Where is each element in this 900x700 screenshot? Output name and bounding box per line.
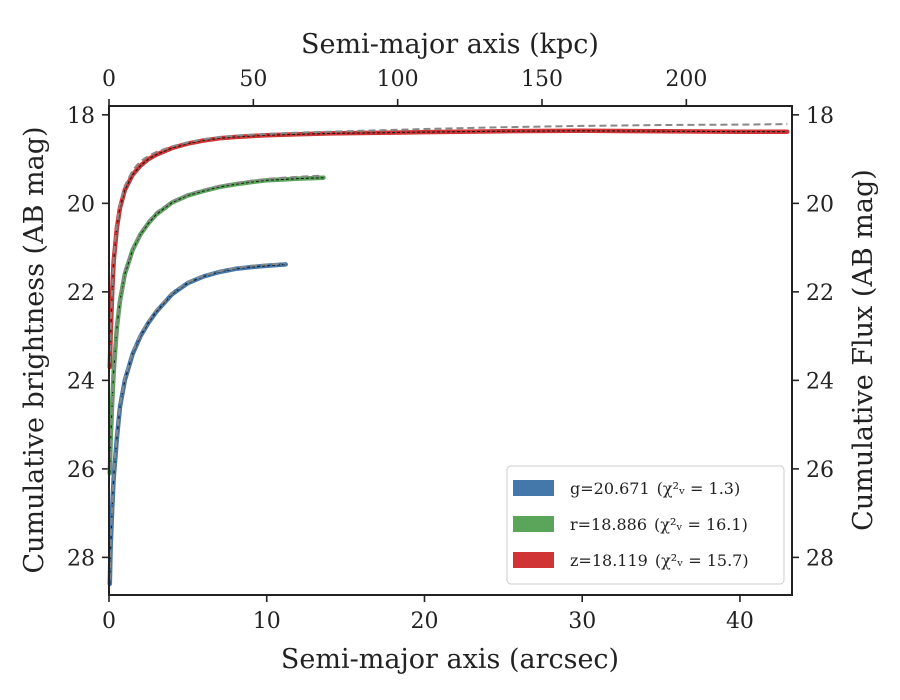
- legend-label-chi: (χ²ᵥ = 16.1): [654, 515, 748, 534]
- series-layer: [107, 123, 790, 587]
- top-x-tick-label: 0: [102, 67, 116, 92]
- right-y-tick-label: 24: [806, 369, 834, 394]
- legend-label-main: g=20.671: [570, 479, 650, 498]
- x-tick-label: 20: [410, 609, 438, 634]
- right-y-tick-label: 28: [806, 546, 834, 571]
- y-axis-label: Cumulative brightness (AB mag): [19, 126, 50, 573]
- legend-label-chi: (χ²ᵥ = 1.3): [657, 479, 741, 498]
- top-x-tick-label: 100: [377, 67, 419, 92]
- right-y-tick-label: 18: [806, 104, 834, 129]
- plot-frame: [108, 105, 793, 596]
- legend-box: [506, 465, 785, 585]
- top-x-axis-label: Semi-major axis (kpc): [301, 29, 599, 60]
- legend-swatch-0: [513, 480, 554, 496]
- x-tick-label: 40: [726, 609, 754, 634]
- right-y-tick-label: 22: [806, 281, 834, 306]
- x-tick-label: 10: [253, 609, 281, 634]
- top-x-tick-label: 150: [521, 67, 563, 92]
- y-tick-label: 28: [67, 546, 95, 571]
- series-line-r-model: [108, 174, 324, 469]
- series-line-g-model: [108, 262, 286, 580]
- y-tick-label: 24: [67, 369, 95, 394]
- y-tick-label: 22: [67, 281, 95, 306]
- legend-swatch-1: [513, 516, 554, 532]
- legend-label-chi: (χ²ᵥ = 15.7): [655, 551, 749, 570]
- right-y-tick-label: 26: [806, 458, 834, 483]
- top-x-tick-label: 200: [665, 67, 707, 92]
- y-tick-label: 18: [67, 104, 95, 129]
- legend-label-0: g=20.671 (χ²ᵥ = 1.3): [570, 479, 740, 498]
- legend-label-2: z=18.119 (χ²ᵥ = 15.7): [570, 551, 749, 570]
- right-y-axis-label: Cumulative Flux (AB mag): [848, 169, 879, 531]
- legend-swatch-2: [513, 552, 554, 568]
- legend: g=20.671 (χ²ᵥ = 1.3) r=18.886 (χ²ᵥ = 16.1) z…: [506, 465, 785, 585]
- y-tick-label: 20: [67, 192, 95, 217]
- ticks-layer: 0 10 20 30 40 0 50 100 150 200 18 18 20 20 22 22 24 24 26 2…: [67, 67, 834, 634]
- y-tick-label: 26: [67, 458, 95, 483]
- right-y-tick-label: 20: [806, 192, 834, 217]
- legend-label-main: r=18.886: [570, 515, 647, 534]
- legend-label-main: z=18.119: [570, 551, 648, 570]
- x-tick-label: 30: [568, 609, 596, 634]
- series-overlay-z: [109, 130, 788, 368]
- x-axis-label: Semi-major axis (arcsec): [281, 644, 619, 675]
- top-x-tick-label: 50: [239, 67, 267, 92]
- series-line-z-model: [108, 123, 788, 363]
- x-tick-label: 0: [102, 609, 116, 634]
- legend-label-1: r=18.886 (χ²ᵥ = 16.1): [570, 515, 748, 534]
